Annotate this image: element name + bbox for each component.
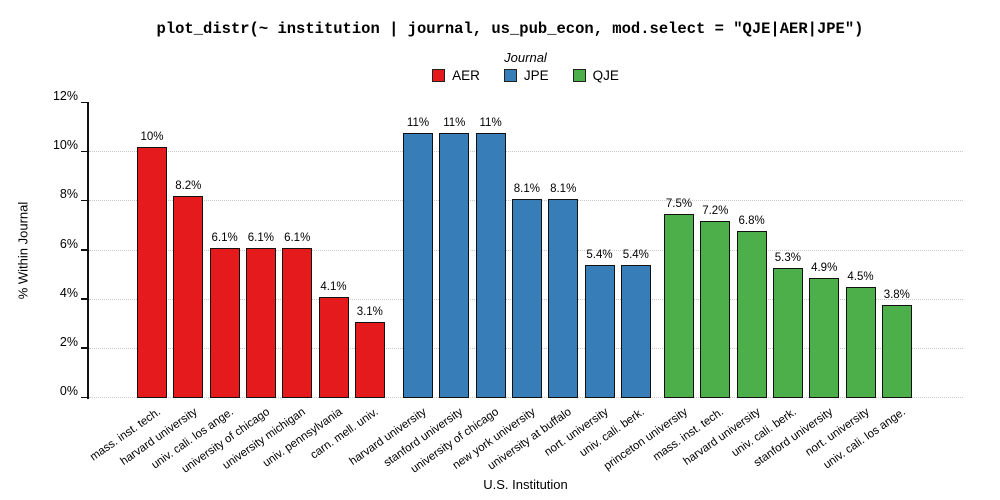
bar-value-label: 6.1% <box>211 232 238 245</box>
bar-aer-5 <box>318 297 349 398</box>
y-tick-label: 12% <box>52 89 78 103</box>
legend-item-label: AER <box>452 68 480 83</box>
legend: Journal AER JPE QJE <box>88 50 963 83</box>
chart-title: plot_distr(~ institution | journal, us_p… <box>156 20 864 38</box>
x-tick-labels: mass. inst. tech. harvard university univ.… <box>88 402 963 477</box>
bar-value-label: 3.8% <box>883 288 910 301</box>
legend-item-aer: AER <box>432 68 480 83</box>
bar-qje-2 <box>736 230 767 398</box>
bar-aer-6 <box>354 321 385 398</box>
y-axis-line <box>87 102 89 399</box>
bar-value-label: 8.1% <box>550 182 577 195</box>
legend-swatch-icon <box>432 69 446 82</box>
bar-value-label: 7.5% <box>665 197 693 210</box>
bar-qje-5 <box>845 287 876 398</box>
bar-value-label: 10% <box>140 131 164 144</box>
y-tick-label: 10% <box>52 138 78 153</box>
bar-jpe-4 <box>548 198 579 398</box>
legend-item-label: QJE <box>592 68 619 83</box>
bar-jpe-5 <box>584 265 615 398</box>
legend-swatch-icon <box>572 69 586 82</box>
bar-qje-4 <box>809 277 840 398</box>
bar-jpe-0 <box>403 132 433 398</box>
bar-value-label: 5.4% <box>622 249 649 262</box>
bar-value-label: 6.1% <box>247 232 274 245</box>
legend-swatch-icon <box>503 69 517 82</box>
bar-aer-3 <box>245 248 276 398</box>
legend-item-jpe: JPE <box>503 68 549 83</box>
y-axis-tick <box>81 298 88 300</box>
gridline <box>89 151 963 153</box>
bar-value-label: 7.2% <box>702 205 729 217</box>
bar-qje-6 <box>881 304 912 398</box>
y-tick-label: 8% <box>59 187 78 202</box>
y-axis-tick <box>81 150 88 153</box>
bar-jpe-3 <box>511 198 542 398</box>
bar-value-label: 11% <box>406 116 430 129</box>
bar-value-label: 11% <box>479 116 502 129</box>
y-tick-label: 4% <box>59 285 78 300</box>
y-tick-label: 0% <box>59 384 78 398</box>
y-tick-labels: 0% 2% 4% 6% 8% 10% 12% <box>0 89 78 398</box>
bar-value-label: 4.5% <box>847 271 874 284</box>
bar-value-label: 5.3% <box>774 251 801 264</box>
bar-value-label: 4.1% <box>320 281 347 294</box>
bar-qje-3 <box>772 267 803 398</box>
bar-aer-2 <box>209 248 240 398</box>
bar-value-label: 11% <box>443 116 466 129</box>
y-axis-tick <box>81 347 88 349</box>
legend-title: Journal <box>504 50 547 65</box>
y-axis-tick <box>81 101 88 103</box>
bar-qje-1 <box>700 221 731 398</box>
plot-area: 10% 8.2% 6.1% 6.1% 6.1% 4.1% 3.1% 11% 11% 11% 8.1%… <box>81 101 963 399</box>
bar-value-label: 8.1% <box>513 182 540 195</box>
bar-value-label: 8.2% <box>175 180 202 193</box>
bar-value-label: 3.1% <box>356 305 383 318</box>
legend-items: AER JPE QJE <box>88 68 963 83</box>
bar-jpe-2 <box>475 132 506 398</box>
bar-aer-1 <box>173 196 204 398</box>
bar-value-label: 4.9% <box>811 261 838 274</box>
y-axis-tick <box>81 199 88 202</box>
legend-item-qje: QJE <box>572 68 619 83</box>
y-axis-tick <box>81 249 88 251</box>
y-tick-label: 2% <box>59 334 78 349</box>
legend-item-label: JPE <box>523 68 549 83</box>
bar-value-label: 5.4% <box>586 249 613 262</box>
bar-jpe-6 <box>620 265 651 398</box>
bar-value-label: 6.8% <box>738 214 765 227</box>
x-axis-title: U.S. Institution <box>483 477 568 492</box>
bar-value-label: 6.1% <box>284 232 311 245</box>
y-axis-tick <box>81 396 88 398</box>
bar-aer-0 <box>137 147 167 398</box>
bar-jpe-1 <box>439 132 470 398</box>
y-tick-label: 6% <box>59 236 78 251</box>
bar-aer-4 <box>282 248 313 398</box>
bar-qje-0 <box>664 213 694 398</box>
